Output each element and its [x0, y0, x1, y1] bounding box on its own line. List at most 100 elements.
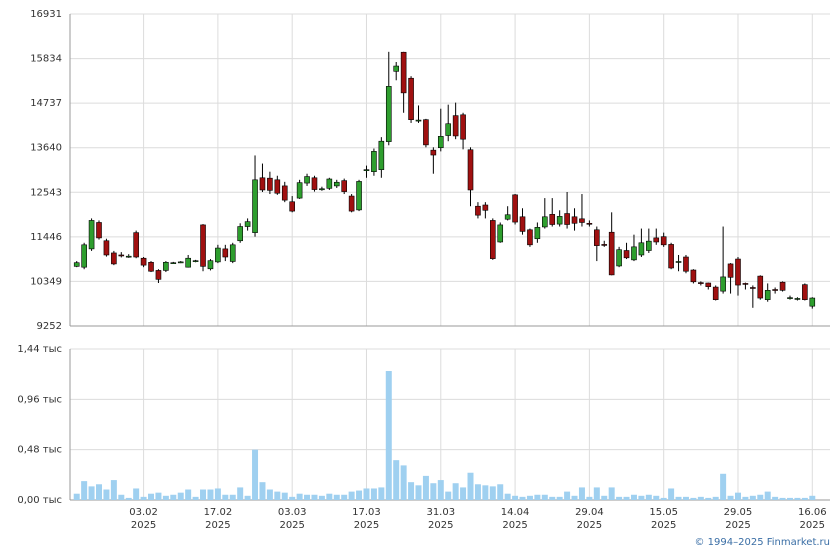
candle-body	[512, 194, 518, 223]
candle-body	[423, 119, 429, 146]
volume-bar	[393, 460, 400, 500]
volume-bar	[452, 483, 459, 500]
candle-body	[207, 260, 214, 270]
x-tick-label: 29.05 2025	[724, 507, 753, 531]
volume-bar	[103, 489, 110, 500]
volume-bar	[504, 493, 511, 500]
volume-bar	[341, 494, 348, 500]
volume-bar	[668, 488, 675, 500]
volume-bar	[244, 495, 251, 500]
candle-body	[735, 258, 741, 286]
volume-bar	[467, 472, 474, 500]
volume-bar	[779, 497, 786, 500]
candle-body	[720, 276, 726, 292]
x-tick-label: 17.03 2025	[352, 507, 381, 531]
candle-body	[155, 270, 162, 280]
volume-bar	[259, 482, 266, 500]
volume-bar	[489, 486, 496, 500]
x-tick-label-line: 2025	[205, 520, 230, 531]
candle-body	[281, 185, 288, 201]
x-tick-label-line: 17.02	[204, 507, 233, 518]
volume-bar	[801, 497, 808, 500]
candle-body	[400, 51, 407, 94]
y-tick-label: 12543	[30, 187, 62, 198]
y-tick-label: 0,48 тыс	[17, 445, 62, 456]
x-tick-label: 03.02 2025	[129, 507, 158, 531]
volume-bar	[170, 494, 177, 500]
candle-body	[809, 297, 816, 307]
candle-body	[125, 255, 132, 258]
candle-body	[148, 261, 154, 272]
volume-bar	[229, 494, 236, 500]
candle-body	[371, 151, 377, 172]
volume-bar	[96, 484, 103, 500]
volume-bar	[155, 492, 162, 500]
candle-body	[475, 205, 481, 216]
candle-body	[668, 244, 674, 269]
volume-bar	[88, 486, 95, 500]
y-tick-label: 11446	[30, 232, 62, 243]
candle-body	[616, 249, 622, 267]
x-tick-label-line: 2025	[279, 520, 304, 531]
candle-body	[333, 181, 340, 187]
candle-body	[289, 201, 295, 212]
x-tick-label-line: 03.03	[278, 507, 307, 518]
volume-bar	[660, 497, 667, 500]
volume-bar	[356, 490, 363, 500]
candle-body	[564, 213, 570, 225]
candle-body	[675, 261, 682, 263]
candle-body	[586, 222, 593, 225]
volume-bar	[400, 465, 407, 500]
candle-body	[103, 240, 110, 256]
x-tick-label: 03.03 2025	[278, 507, 307, 531]
candle-body	[690, 269, 697, 283]
x-tick-label-line: 31.03	[426, 507, 455, 518]
candle-body	[252, 179, 258, 233]
x-tick-label: 17.02 2025	[204, 507, 233, 531]
volume-bar	[638, 495, 645, 500]
candle-body	[237, 226, 243, 242]
volume-bar	[237, 487, 244, 500]
volume-bar	[616, 496, 623, 500]
candle-body	[192, 260, 199, 262]
candle-body	[96, 222, 102, 239]
candle-body	[712, 286, 719, 300]
candle-body	[653, 237, 660, 243]
candle-body	[215, 247, 221, 263]
candle-body	[363, 169, 370, 171]
volume-bar	[185, 489, 192, 500]
volume-bar	[304, 494, 311, 500]
volume-bar	[73, 493, 80, 500]
candle-body	[549, 214, 556, 225]
volume-bar	[148, 493, 155, 500]
volume-bar	[81, 481, 88, 500]
volume-bar	[541, 494, 548, 500]
volume-bar	[326, 493, 333, 500]
candle-body	[504, 214, 511, 220]
candle-body	[118, 254, 125, 257]
candle-body	[519, 216, 526, 232]
candle-body	[727, 263, 734, 278]
candle-body	[229, 244, 236, 262]
x-tick-label: 31.03 2025	[426, 507, 455, 531]
candle-body	[608, 231, 615, 276]
candle-body	[460, 114, 466, 140]
candle-body	[296, 182, 303, 199]
candle-body	[556, 216, 563, 225]
volume-bar	[764, 491, 771, 500]
candle-body	[408, 77, 414, 120]
candle-body	[437, 136, 444, 149]
volume-bar	[222, 494, 229, 500]
volume-bar	[177, 492, 184, 500]
candle-body	[259, 177, 266, 191]
candle-body	[705, 282, 712, 287]
volume-bar	[705, 497, 712, 500]
volume-bar	[140, 496, 147, 500]
volume-bar	[430, 483, 437, 500]
x-tick-label-line: 29.04	[575, 507, 604, 518]
volume-bar	[200, 489, 207, 500]
volume-bar	[125, 497, 132, 500]
volume-bar	[445, 491, 452, 500]
volume-bar	[630, 494, 637, 500]
volume-bar	[118, 494, 125, 500]
